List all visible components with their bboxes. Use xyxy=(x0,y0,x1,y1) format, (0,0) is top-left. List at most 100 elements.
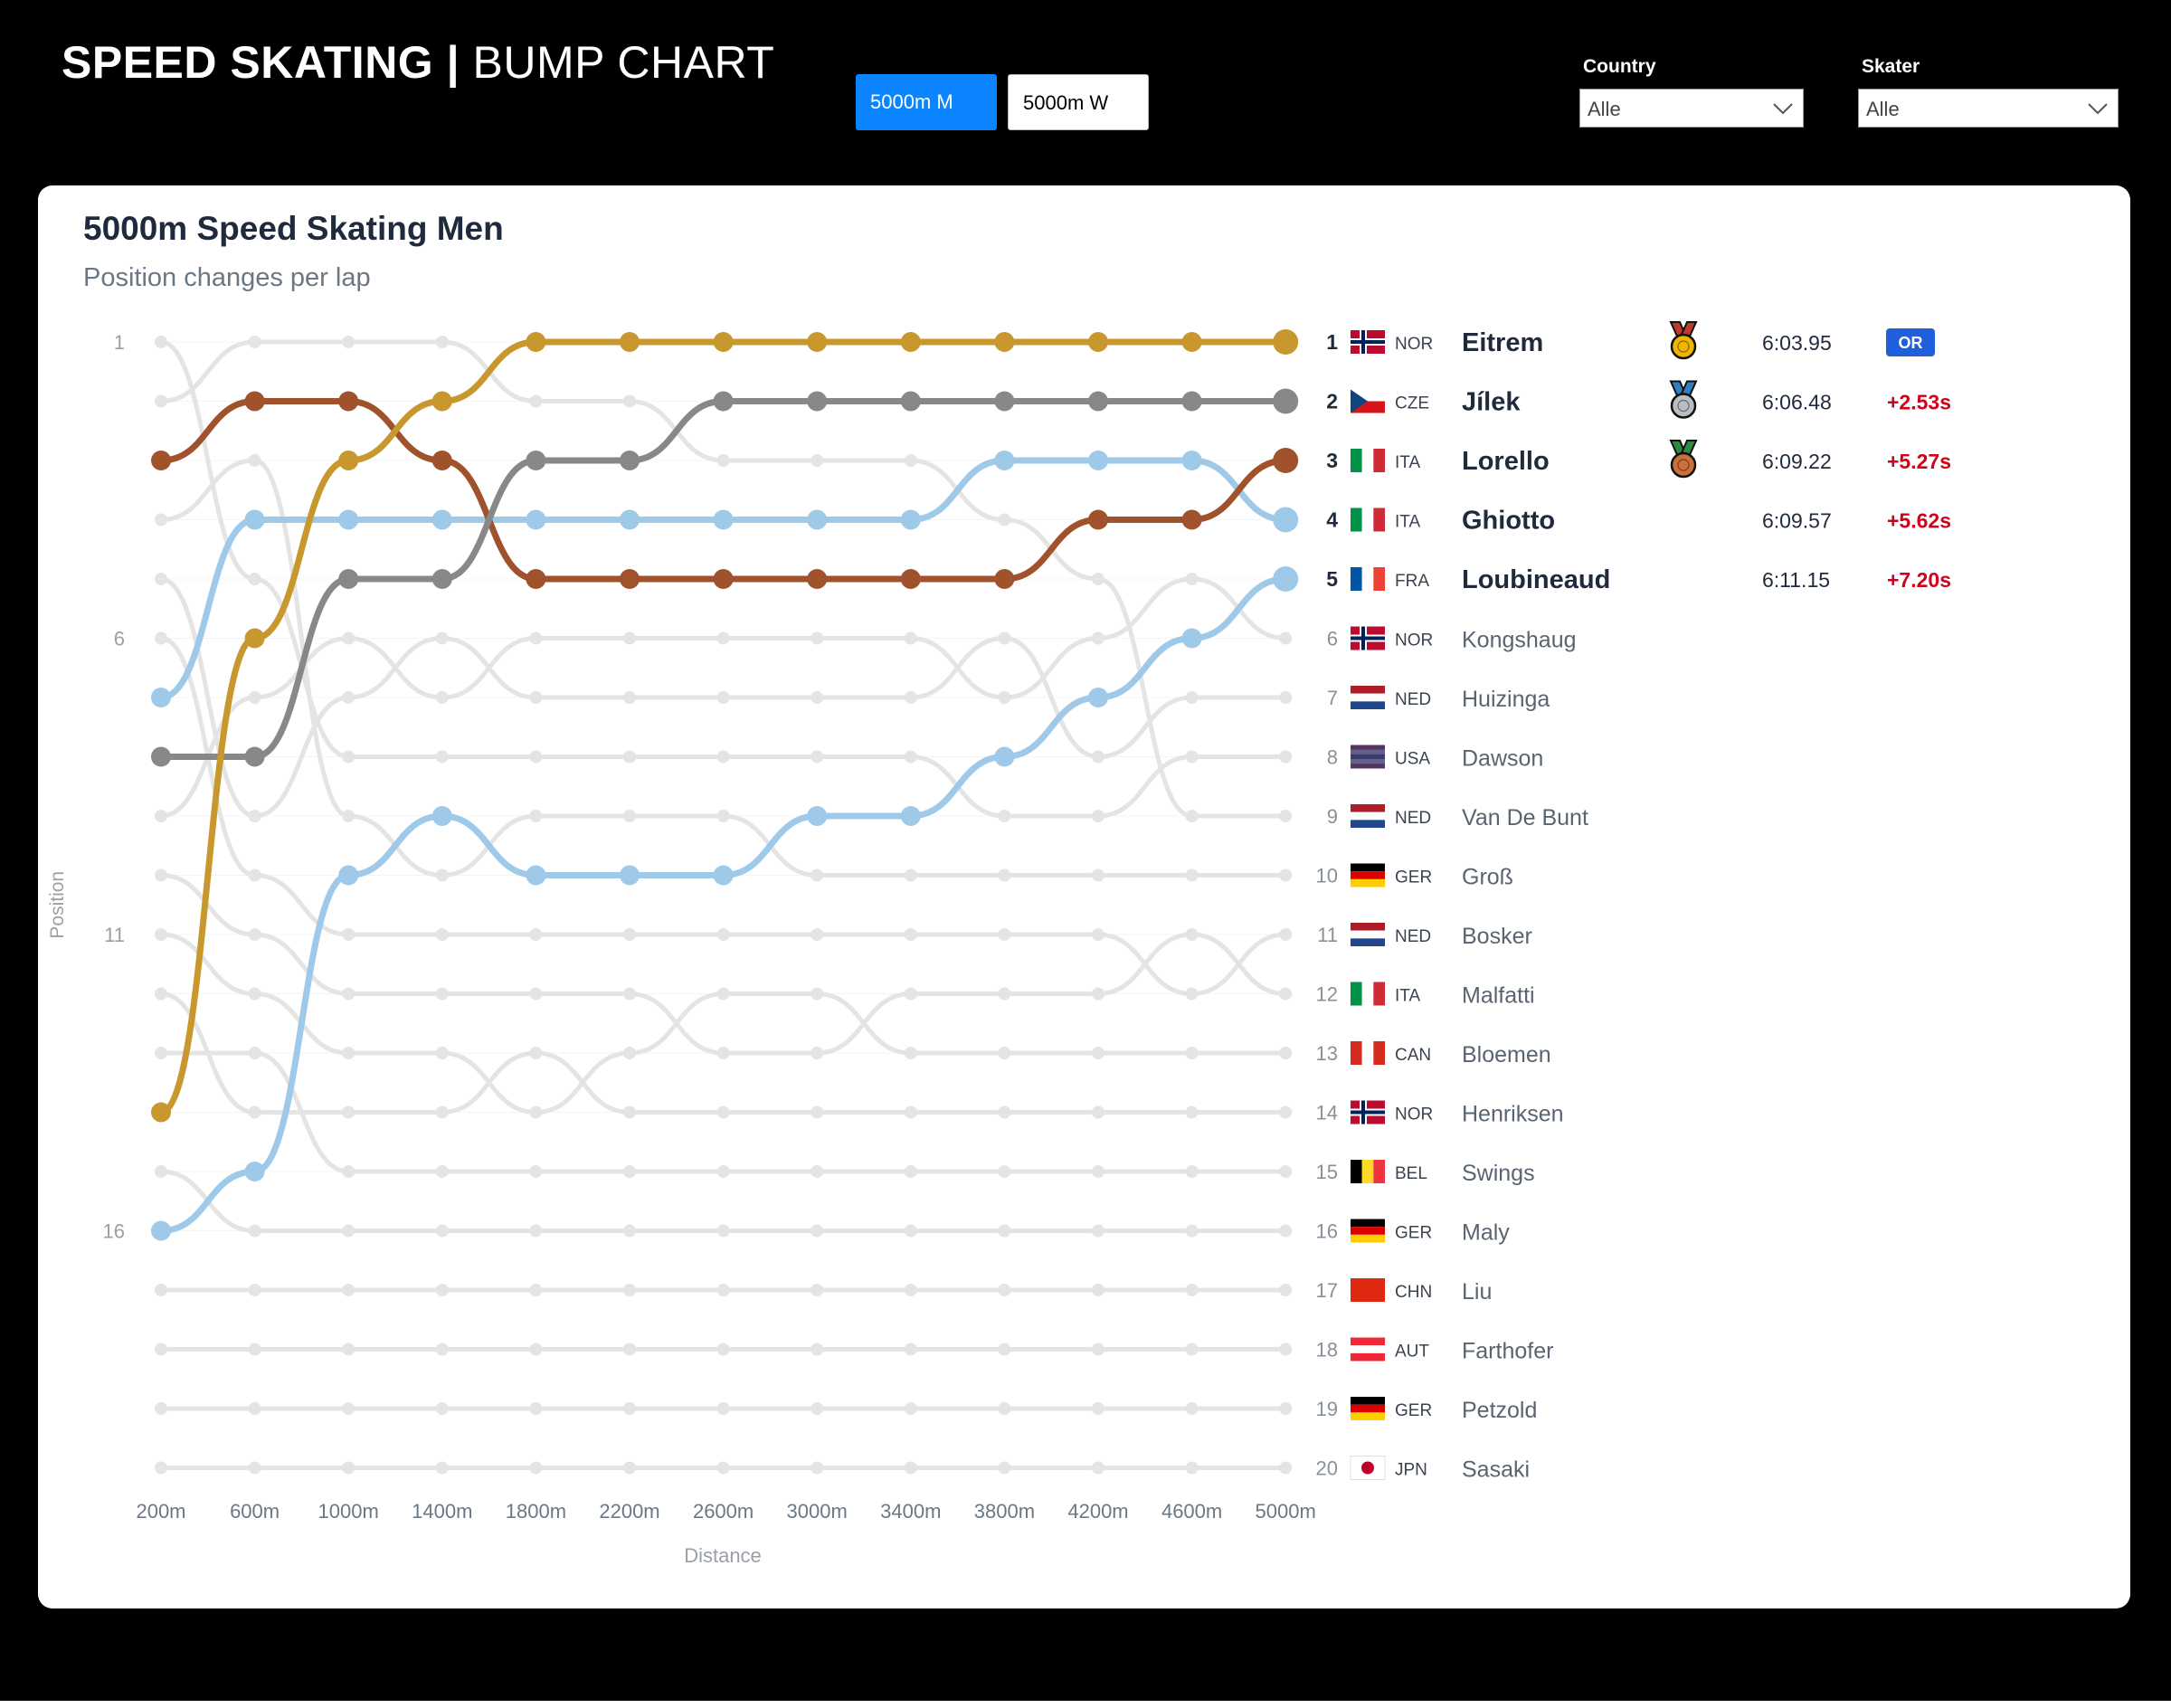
result-row[interactable]: 3 ITA Lorello 6:09.22 +5.27s xyxy=(1326,440,1951,479)
series-point xyxy=(435,691,449,704)
toggle-5000m-men-button[interactable]: 5000m M xyxy=(856,74,997,130)
result-name: Ghiotto xyxy=(1462,507,1555,536)
series-point xyxy=(1185,928,1199,941)
series-point xyxy=(155,928,167,941)
result-position: 3 xyxy=(1326,449,1338,472)
series-point xyxy=(342,1284,356,1296)
series-point xyxy=(248,928,261,941)
series-point xyxy=(998,928,1011,941)
series-point xyxy=(1092,750,1104,764)
result-row[interactable]: 2 CZE Jílek 6:06.48 +2.53s xyxy=(1326,380,1951,419)
series-point xyxy=(338,391,359,412)
series-point xyxy=(435,987,449,1001)
series-point xyxy=(1279,1105,1293,1119)
result-row[interactable]: 16 GER Maly xyxy=(1316,1219,1511,1246)
series-point xyxy=(435,1047,449,1059)
result-row[interactable]: 7 NED Huizinga xyxy=(1327,686,1550,712)
result-row[interactable]: 14 NOR Henriksen xyxy=(1316,1100,1564,1127)
silver-medal-icon xyxy=(1669,380,1698,419)
series-point xyxy=(1279,928,1293,941)
series-point xyxy=(1273,448,1299,473)
series-point xyxy=(342,631,356,645)
series-point xyxy=(904,691,917,704)
series-point xyxy=(620,865,640,886)
x-tick-label: 600m xyxy=(230,1500,280,1523)
series-point xyxy=(526,865,546,886)
series-point xyxy=(811,691,824,704)
result-gap: +2.53s xyxy=(1887,391,1951,414)
result-row[interactable]: 17 CHN Liu xyxy=(1316,1278,1493,1305)
series-line-henriksen xyxy=(160,992,1286,1115)
result-row[interactable]: 11 NED Bosker xyxy=(1317,923,1532,949)
series-point xyxy=(623,987,636,1001)
skater-select[interactable]: Alle xyxy=(1858,89,2119,128)
series-point xyxy=(713,391,734,412)
result-row[interactable]: 15 BEL Swings xyxy=(1316,1160,1535,1186)
usa-flag-icon xyxy=(1351,745,1385,769)
result-name: Henriksen xyxy=(1462,1102,1564,1127)
result-row[interactable]: 9 NED Van De Bunt xyxy=(1327,804,1588,830)
series-point xyxy=(998,1402,1011,1415)
series-line-bosker xyxy=(160,636,1286,997)
series-point xyxy=(1092,1165,1104,1178)
series-point xyxy=(342,1402,356,1415)
series-point xyxy=(904,454,917,467)
result-row[interactable]: 8 USA Dawson xyxy=(1327,745,1544,772)
result-name: Liu xyxy=(1462,1279,1492,1305)
result-country: CZE xyxy=(1395,394,1429,413)
series-point xyxy=(1092,868,1104,882)
series-point xyxy=(248,987,261,1001)
series-point xyxy=(151,1102,171,1123)
series-point xyxy=(807,806,828,826)
result-row[interactable]: 1 NOR Eitrem 6:03.95 OR xyxy=(1326,321,1935,360)
y-tick-label: 1 xyxy=(114,331,125,354)
result-country: NED xyxy=(1395,690,1431,709)
series-point xyxy=(1181,509,1202,530)
result-time: 6:09.57 xyxy=(1762,509,1832,533)
ita-flag-icon xyxy=(1351,449,1385,472)
result-row[interactable]: 6 NOR Kongshaug xyxy=(1327,626,1577,653)
series-point xyxy=(716,1343,730,1356)
toggle-5000m-women-button[interactable]: 5000m W xyxy=(1008,74,1149,130)
series-point xyxy=(431,391,452,412)
series-point xyxy=(155,1343,167,1356)
series-point xyxy=(998,691,1011,704)
series-point xyxy=(1279,750,1293,764)
series-point xyxy=(435,868,449,882)
chn-flag-icon xyxy=(1351,1278,1385,1302)
result-row[interactable]: 18 AUT Farthofer xyxy=(1316,1337,1554,1364)
series-point xyxy=(248,1461,261,1475)
series-point xyxy=(998,1343,1011,1356)
series-point xyxy=(623,1105,636,1119)
series-point xyxy=(716,810,730,822)
series-point xyxy=(1279,691,1293,704)
series-point xyxy=(435,1224,449,1238)
result-row[interactable]: 19 GER Petzold xyxy=(1316,1397,1538,1423)
result-position: 18 xyxy=(1316,1339,1338,1362)
fra-flag-icon xyxy=(1351,567,1385,591)
series-point xyxy=(998,1224,1011,1238)
series-point xyxy=(248,868,261,882)
series-point xyxy=(811,1165,824,1178)
series-point xyxy=(435,928,449,941)
result-row[interactable]: 4 ITA Ghiotto 6:09.57 +5.62s xyxy=(1326,507,1951,536)
series-point xyxy=(998,1047,1011,1059)
result-row[interactable]: 5 FRA Loubineaud 6:11.15 +7.20s xyxy=(1326,565,1951,594)
series-point xyxy=(435,336,449,348)
country-select[interactable]: Alle xyxy=(1579,89,1804,128)
series-point xyxy=(435,631,449,645)
series-point xyxy=(620,451,640,470)
result-name: Sasaki xyxy=(1462,1457,1530,1483)
series-point xyxy=(716,1224,730,1238)
result-row[interactable]: 13 CAN Bloemen xyxy=(1316,1041,1551,1068)
result-position: 11 xyxy=(1317,924,1338,946)
series-point xyxy=(1279,631,1293,645)
result-row[interactable]: 10 GER Groß xyxy=(1316,863,1513,890)
result-row[interactable]: 20 JPN Sasaki xyxy=(1316,1456,1531,1483)
series-point xyxy=(904,631,917,645)
series-point xyxy=(807,391,828,412)
series-point xyxy=(904,1284,917,1296)
result-name: Malfatti xyxy=(1462,983,1535,1009)
series-point xyxy=(151,688,171,707)
result-row[interactable]: 12 ITA Malfatti xyxy=(1316,982,1535,1009)
